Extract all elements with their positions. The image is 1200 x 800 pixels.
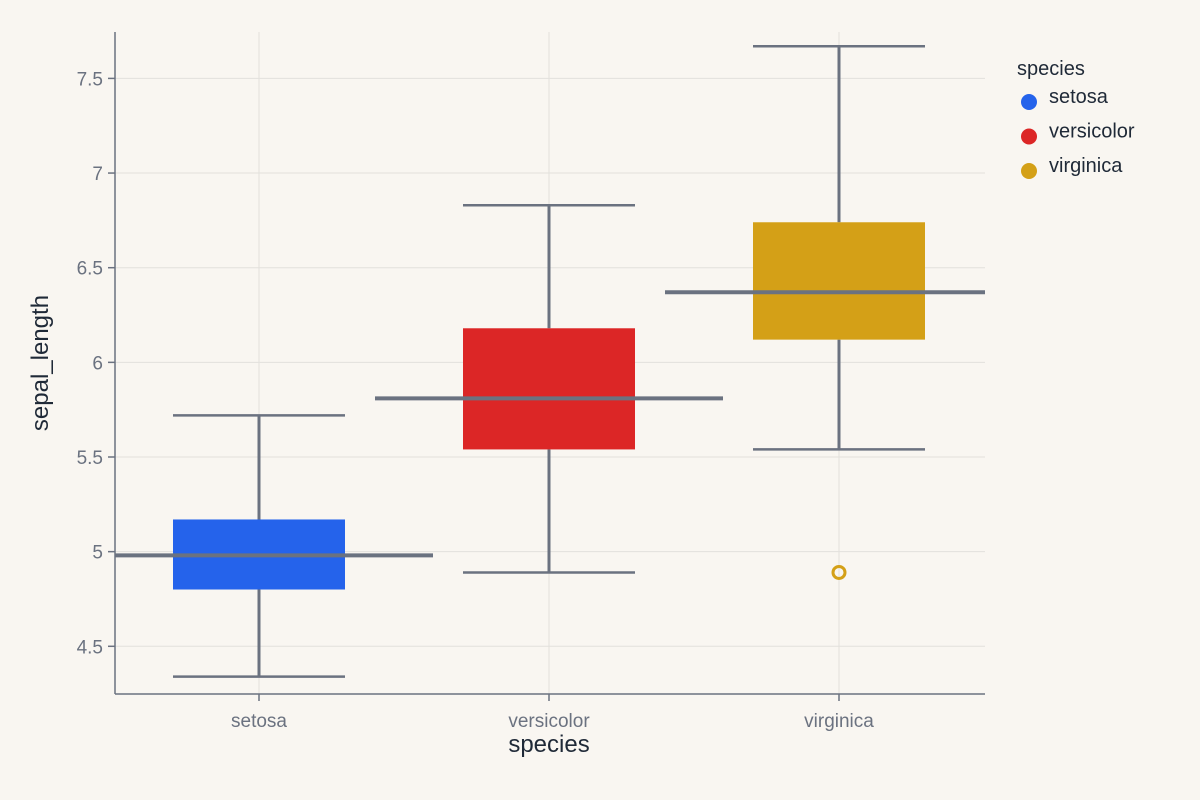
legend-label-setosa: setosa — [1049, 86, 1109, 108]
x-tick-label: setosa — [231, 711, 287, 732]
box-setosa — [115, 414, 433, 678]
y-tick-label: 5.5 — [77, 448, 103, 469]
axes — [108, 32, 985, 701]
legend: species setosa versicolor virginica — [1017, 58, 1135, 179]
x-axis-title: species — [508, 731, 589, 758]
legend-marker-versicolor — [1021, 128, 1037, 145]
outlier-point — [831, 564, 847, 580]
legend-label-versicolor: versicolor — [1049, 121, 1135, 143]
box-virginica — [665, 44, 985, 580]
y-tick-label: 5 — [92, 543, 103, 564]
x-tick-label: versicolor — [508, 711, 590, 732]
y-tick-label: 6 — [92, 353, 103, 374]
legend-marker-virginica — [1021, 163, 1037, 179]
x-tick-label: virginica — [804, 711, 874, 732]
tick-labels: 4.5 5 5.5 6 6.5 7 7.5 setosa versicolor virginica — [77, 69, 875, 732]
box-versicolor — [375, 203, 723, 574]
boxes — [115, 44, 985, 678]
iqr-box — [753, 222, 925, 340]
legend-title: species — [1017, 58, 1085, 80]
y-axis-title: sepal_length — [27, 295, 54, 431]
y-tick-label: 4.5 — [77, 637, 103, 658]
legend-label-virginica: virginica — [1049, 155, 1123, 177]
y-tick-label: 7 — [92, 164, 103, 185]
y-tick-label: 6.5 — [77, 259, 103, 280]
legend-marker-setosa — [1021, 94, 1037, 110]
iqr-box — [463, 328, 635, 450]
y-tick-label: 7.5 — [77, 69, 103, 90]
